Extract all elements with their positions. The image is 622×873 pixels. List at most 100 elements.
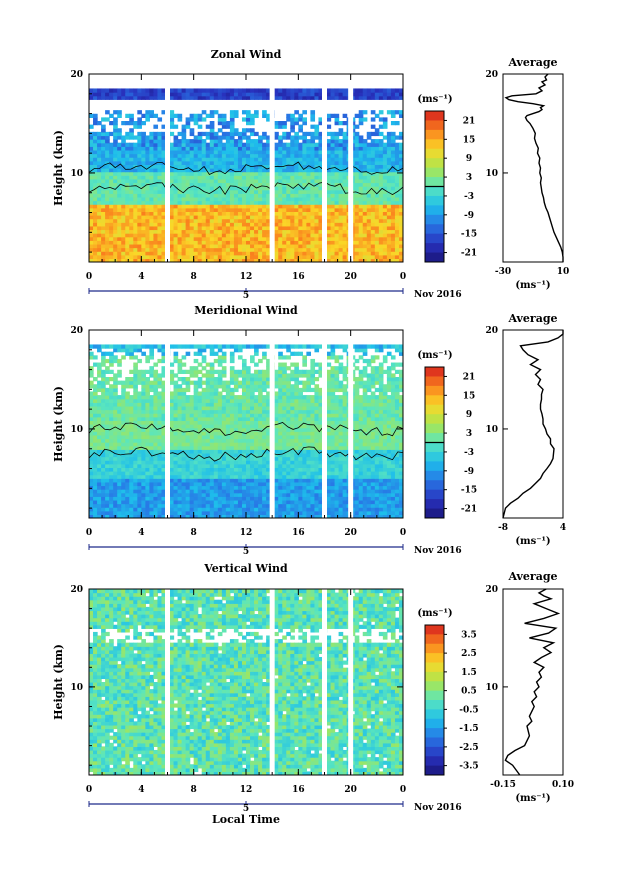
heatmap-cell [105,189,110,194]
heatmap-cell [141,247,146,252]
heatmap-cell [354,445,360,450]
heatmap-cell [137,110,142,115]
heatmap-cell [310,452,316,458]
heatmap-cell [209,211,215,216]
heatmap-cell [141,492,146,497]
heatmap-cell [201,204,207,209]
heatmap-cell [153,463,159,468]
heatmap-cell [294,481,299,487]
heatmap-cell [334,481,340,487]
heatmap-cell [398,449,403,454]
heatmap-cell [334,142,340,147]
heatmap-cell [314,160,320,165]
heatmap-cell [314,254,320,259]
heatmap-cell [398,460,403,465]
heatmap-cell [209,135,215,140]
heatmap-cell [169,225,175,231]
heatmap-cell [137,164,142,169]
heatmap-cell [326,496,332,501]
heatmap-cell [217,135,223,140]
heatmap-cell [141,139,146,144]
heatmap-cell [157,492,163,497]
heatmap-cell [354,233,360,238]
heatmap-cell [342,182,348,187]
heatmap-cell [370,474,376,479]
heatmap-cell [173,460,179,465]
heatmap-cell [209,481,215,487]
heatmap-cell [193,153,199,158]
heatmap-cell [258,233,263,238]
heatmap-cell [314,243,320,249]
heatmap-cell [177,215,183,220]
heatmap-cell [398,496,403,501]
heatmap-cell [254,149,259,155]
heatmap-cell [366,146,372,151]
heatmap-cell [354,157,360,162]
heatmap-cell [374,95,380,100]
heatmap-cell [133,460,138,465]
heatmap-cell [358,481,364,487]
heatmap-cell [149,182,155,187]
heatmap-cell [370,460,376,465]
heatmap-cell [342,186,348,191]
heatmap-cell [169,467,175,472]
heatmap-cell [302,88,307,93]
heatmap-cell [213,489,219,494]
heatmap-cell [201,514,207,518]
heatmap-cell [161,254,167,259]
heatmap-cell [185,88,191,93]
heatmap-cell [141,160,146,165]
heatmap-cell [209,207,215,212]
heatmap-cell [109,168,114,173]
heatmap-cell [310,496,316,501]
heatmap-cell [266,478,271,483]
heatmap-cell [358,463,364,468]
heatmap-cell [262,157,267,162]
heatmap-cell [374,499,380,505]
heatmap-cell [109,88,114,93]
heatmap-cell [113,442,118,447]
heatmap-cell [181,489,187,494]
heatmap-cell [390,467,396,472]
heatmap-cell [378,168,384,173]
heatmap-cell [201,233,207,238]
heatmap-cell [157,218,163,223]
heatmap-cell [254,215,259,220]
heatmap-cell [173,193,179,198]
heatmap-cell [302,485,307,490]
heatmap-cell [374,168,380,173]
heatmap-cell [141,95,146,100]
heatmap-cell [193,157,199,162]
heatmap-cell [93,258,98,262]
heatmap-cell [310,240,316,245]
heatmap-cell [205,182,211,187]
heatmap-cell [221,460,227,465]
heatmap-cell [354,499,360,505]
heatmap-cell [129,171,134,176]
heatmap-cell [89,200,94,205]
heatmap-cell [185,510,191,515]
heatmap-cell [258,218,263,223]
heatmap-cell [290,193,295,198]
heatmap-cell [197,503,203,508]
heatmap-cell [378,225,384,231]
heatmap-cell [129,478,134,483]
heatmap-cell [310,178,316,184]
heatmap-cell [278,496,283,501]
heatmap-cell [233,186,239,191]
heatmap-cell [225,460,231,465]
heatmap-cell [141,456,146,461]
heatmap-cell [173,207,179,212]
heatmap-cell [141,200,146,205]
heatmap-cell [282,178,287,184]
heatmap-cell [262,485,267,490]
heatmap-cell [225,225,231,231]
heatmap-cell [298,236,303,241]
heatmap-cell [338,460,344,465]
heatmap-cell [326,452,332,458]
heatmap-cell [89,95,94,100]
heatmap-cell [354,478,360,483]
heatmap-cell [258,135,263,140]
heatmap-cell [246,236,251,241]
heatmap-cell [254,139,259,144]
